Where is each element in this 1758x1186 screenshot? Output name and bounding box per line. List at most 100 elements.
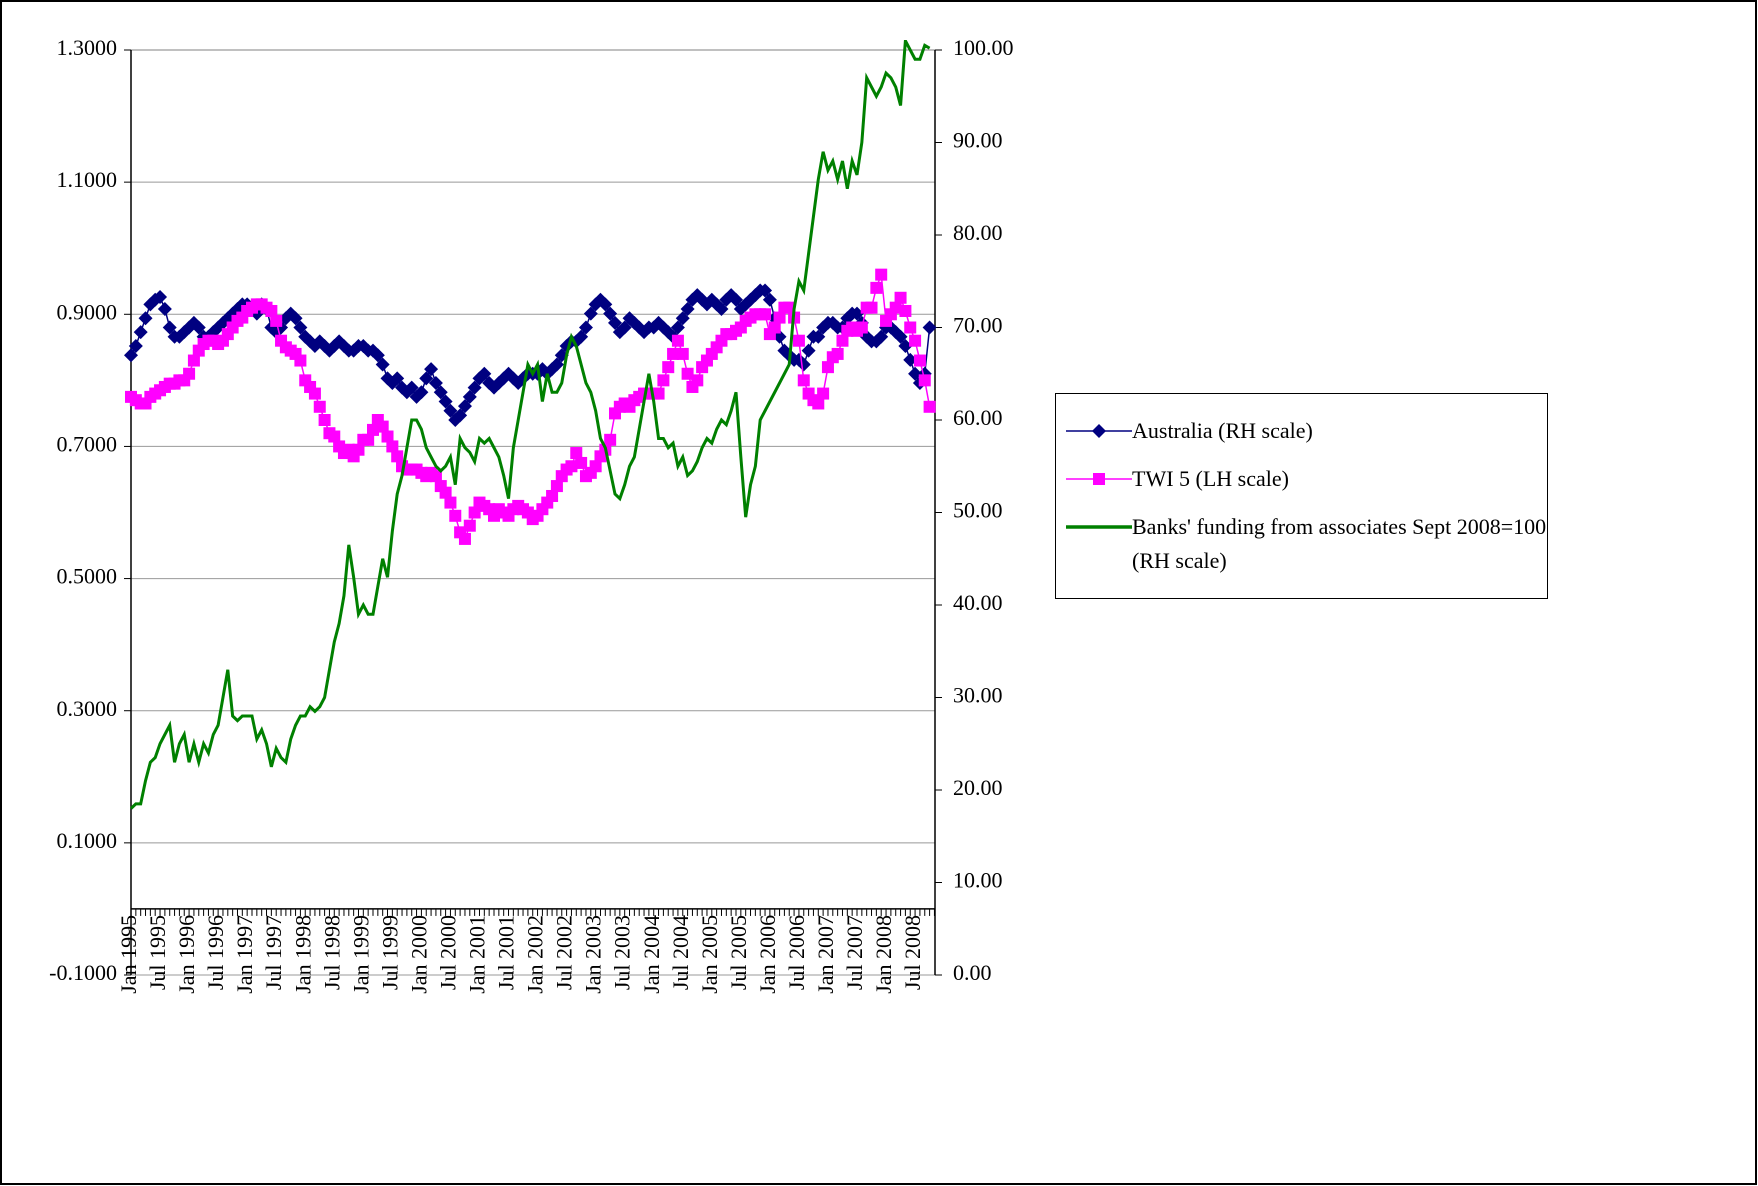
- point: [812, 397, 825, 410]
- point: [362, 433, 375, 446]
- point: [270, 314, 283, 327]
- point: [352, 443, 365, 456]
- point: [313, 400, 326, 413]
- point: [565, 460, 578, 473]
- y2-tick-label: 80.00: [953, 220, 1003, 245]
- point: [391, 450, 404, 463]
- point: [428, 376, 443, 390]
- y2-tick-label: 50.00: [953, 498, 1003, 523]
- point: [817, 387, 830, 400]
- point: [294, 354, 307, 367]
- point: [424, 362, 439, 377]
- point: [570, 447, 583, 460]
- x-tick-label: Jan 2008: [871, 915, 896, 994]
- y2-tick-label: 70.00: [953, 313, 1003, 338]
- y2-tick-label: 40.00: [953, 590, 1003, 615]
- point: [308, 387, 321, 400]
- point: [922, 320, 937, 335]
- x-tick-label: Jul 2002: [552, 915, 577, 990]
- point: [865, 301, 878, 314]
- y-tick-label: 0.5000: [57, 564, 118, 589]
- y-tick-label: 1.1000: [57, 167, 118, 192]
- point: [758, 283, 773, 298]
- point: [893, 329, 908, 344]
- x-tick-label: Jan 2005: [697, 915, 722, 994]
- x-tick-label: Jan 2004: [639, 915, 664, 994]
- point: [191, 320, 206, 335]
- x-tick-label: Jul 2004: [668, 915, 693, 990]
- point: [796, 357, 811, 372]
- point: [293, 320, 308, 335]
- y2-tick-label: 90.00: [953, 128, 1003, 153]
- point: [536, 503, 549, 516]
- point: [549, 357, 564, 372]
- point: [801, 343, 816, 358]
- point: [187, 354, 200, 367]
- x-tick-label: Jul 1997: [261, 915, 286, 990]
- point: [439, 486, 452, 499]
- point: [265, 304, 278, 317]
- point: [836, 334, 849, 347]
- point: [759, 308, 772, 321]
- point: [670, 320, 685, 335]
- point: [483, 503, 496, 516]
- y2-tick-label: 10.00: [953, 868, 1003, 893]
- y2-tick-label: 30.00: [953, 683, 1003, 708]
- x-tick-label: Jul 2000: [435, 915, 460, 990]
- point: [157, 302, 172, 316]
- point: [855, 321, 868, 334]
- x-tick-label: Jul 2008: [900, 915, 925, 990]
- point: [578, 320, 593, 335]
- point: [133, 325, 148, 340]
- point: [904, 321, 917, 334]
- point: [574, 329, 589, 344]
- point: [370, 348, 385, 363]
- point: [318, 414, 331, 426]
- point: [714, 302, 729, 316]
- legend-swatch: [1066, 424, 1132, 438]
- point: [675, 311, 690, 326]
- point: [124, 348, 138, 363]
- point: [608, 315, 622, 330]
- x-tick-label: Jul 1999: [377, 915, 402, 990]
- point: [328, 430, 341, 443]
- point: [438, 394, 453, 409]
- point: [870, 281, 883, 294]
- point: [681, 367, 694, 380]
- point: [458, 532, 471, 545]
- x-tick-label: Jan 2007: [813, 915, 838, 994]
- y-tick-label: 0.3000: [57, 696, 118, 721]
- point: [657, 374, 670, 387]
- x-tick-label: Jan 1996: [174, 915, 199, 994]
- point: [162, 320, 177, 335]
- x-tick-label: Jul 1996: [203, 915, 228, 990]
- point: [288, 311, 303, 326]
- point: [923, 400, 936, 413]
- point: [449, 509, 462, 522]
- point: [375, 357, 390, 372]
- legend-item: Banks' funding from associates Sept 2008…: [1062, 514, 1547, 578]
- point: [671, 334, 684, 347]
- point: [429, 470, 442, 483]
- point: [138, 311, 153, 326]
- point: [501, 366, 516, 381]
- point: [875, 268, 888, 281]
- point: [386, 440, 399, 453]
- point: [604, 433, 617, 446]
- y-tick-label: 0.9000: [57, 299, 118, 324]
- point: [463, 519, 476, 532]
- point: [918, 374, 931, 387]
- point: [390, 371, 405, 386]
- x-tick-label: Jan 2003: [581, 915, 606, 994]
- x-tick-label: Jan 1995: [116, 915, 141, 994]
- x-tick-label: Jan 1997: [232, 915, 257, 994]
- x-tick-label: Jan 2006: [755, 915, 780, 994]
- x-tick-label: Jul 2006: [784, 915, 809, 990]
- point: [404, 380, 419, 395]
- point: [414, 385, 429, 400]
- point: [457, 399, 472, 414]
- point: [443, 403, 458, 418]
- point: [652, 387, 665, 400]
- point: [874, 329, 889, 344]
